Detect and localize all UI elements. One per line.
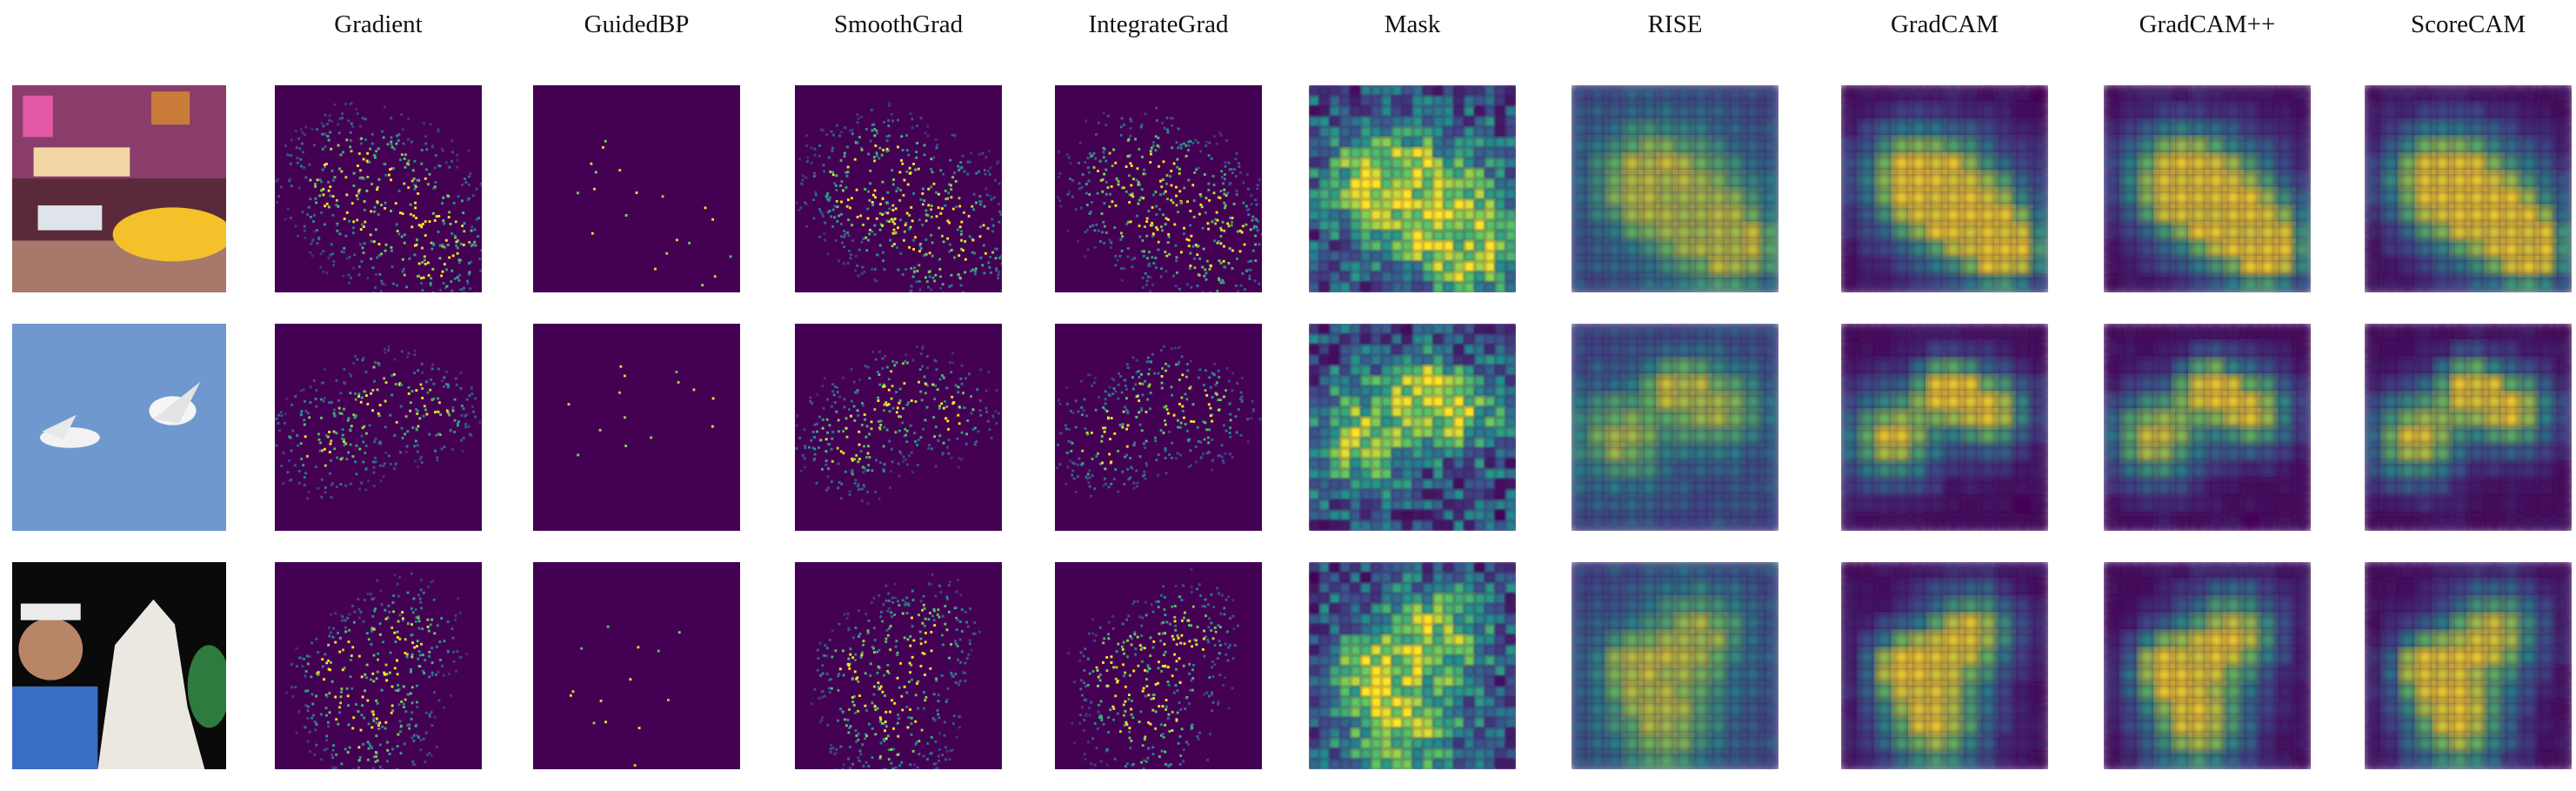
heatmap-gradient-row-3	[275, 562, 482, 769]
heatmap-gradcam-row-2	[1841, 324, 2048, 531]
column-header-scorecam: ScoreCAM	[2410, 10, 2526, 38]
heatmap-mask-row-3	[1309, 562, 1516, 769]
heatmap-integrategrad-row-1	[1055, 85, 1262, 292]
column-header-gradient: Gradient	[334, 10, 423, 38]
input-photo-woman-and-white-wolf-photo	[12, 562, 226, 769]
heatmap-rise-row-1	[1572, 85, 1779, 292]
input-photo-two-seagulls-sky-photo	[12, 324, 226, 531]
heatmap-guidedbp-row-2	[533, 324, 740, 531]
heatmap-mask-row-2	[1309, 324, 1516, 531]
column-header-integrategrad: IntegrateGrad	[1088, 10, 1229, 38]
heatmap-integrategrad-row-3	[1055, 562, 1262, 769]
heatmap-mask-row-1	[1309, 85, 1516, 292]
heatmap-integrategrad-row-2	[1055, 324, 1262, 531]
heatmap-rise-row-3	[1572, 562, 1779, 769]
column-header-mask: Mask	[1384, 10, 1441, 38]
heatmap-gradcampp-row-2	[2104, 324, 2311, 531]
column-header-guidedbp: GuidedBP	[584, 10, 690, 38]
heatmap-guidedbp-row-3	[533, 562, 740, 769]
heatmap-guidedbp-row-1	[533, 85, 740, 292]
heatmap-smoothgrad-row-2	[795, 324, 1002, 531]
heatmap-smoothgrad-row-1	[795, 85, 1002, 292]
column-header-gradcampp: GradCAM++	[2139, 10, 2276, 38]
column-header-gradcam: GradCAM	[1890, 10, 1999, 38]
heatmap-gradcampp-row-1	[2104, 85, 2311, 292]
heatmap-scorecam-row-3	[2365, 562, 2572, 769]
heatmap-smoothgrad-row-3	[795, 562, 1002, 769]
column-header-rise: RISE	[1647, 10, 1703, 38]
heatmap-rise-row-2	[1572, 324, 1779, 531]
heatmap-gradient-row-1	[275, 85, 482, 292]
heatmap-gradcam-row-3	[1841, 562, 2048, 769]
heatmap-scorecam-row-1	[2365, 85, 2572, 292]
heatmap-gradcampp-row-3	[2104, 562, 2311, 769]
heatmap-scorecam-row-2	[2365, 324, 2572, 531]
heatmap-gradient-row-2	[275, 324, 482, 531]
input-photo-times-square-taxi-photo	[12, 85, 226, 292]
column-header-smoothgrad: SmoothGrad	[833, 10, 964, 38]
heatmap-gradcam-row-1	[1841, 85, 2048, 292]
